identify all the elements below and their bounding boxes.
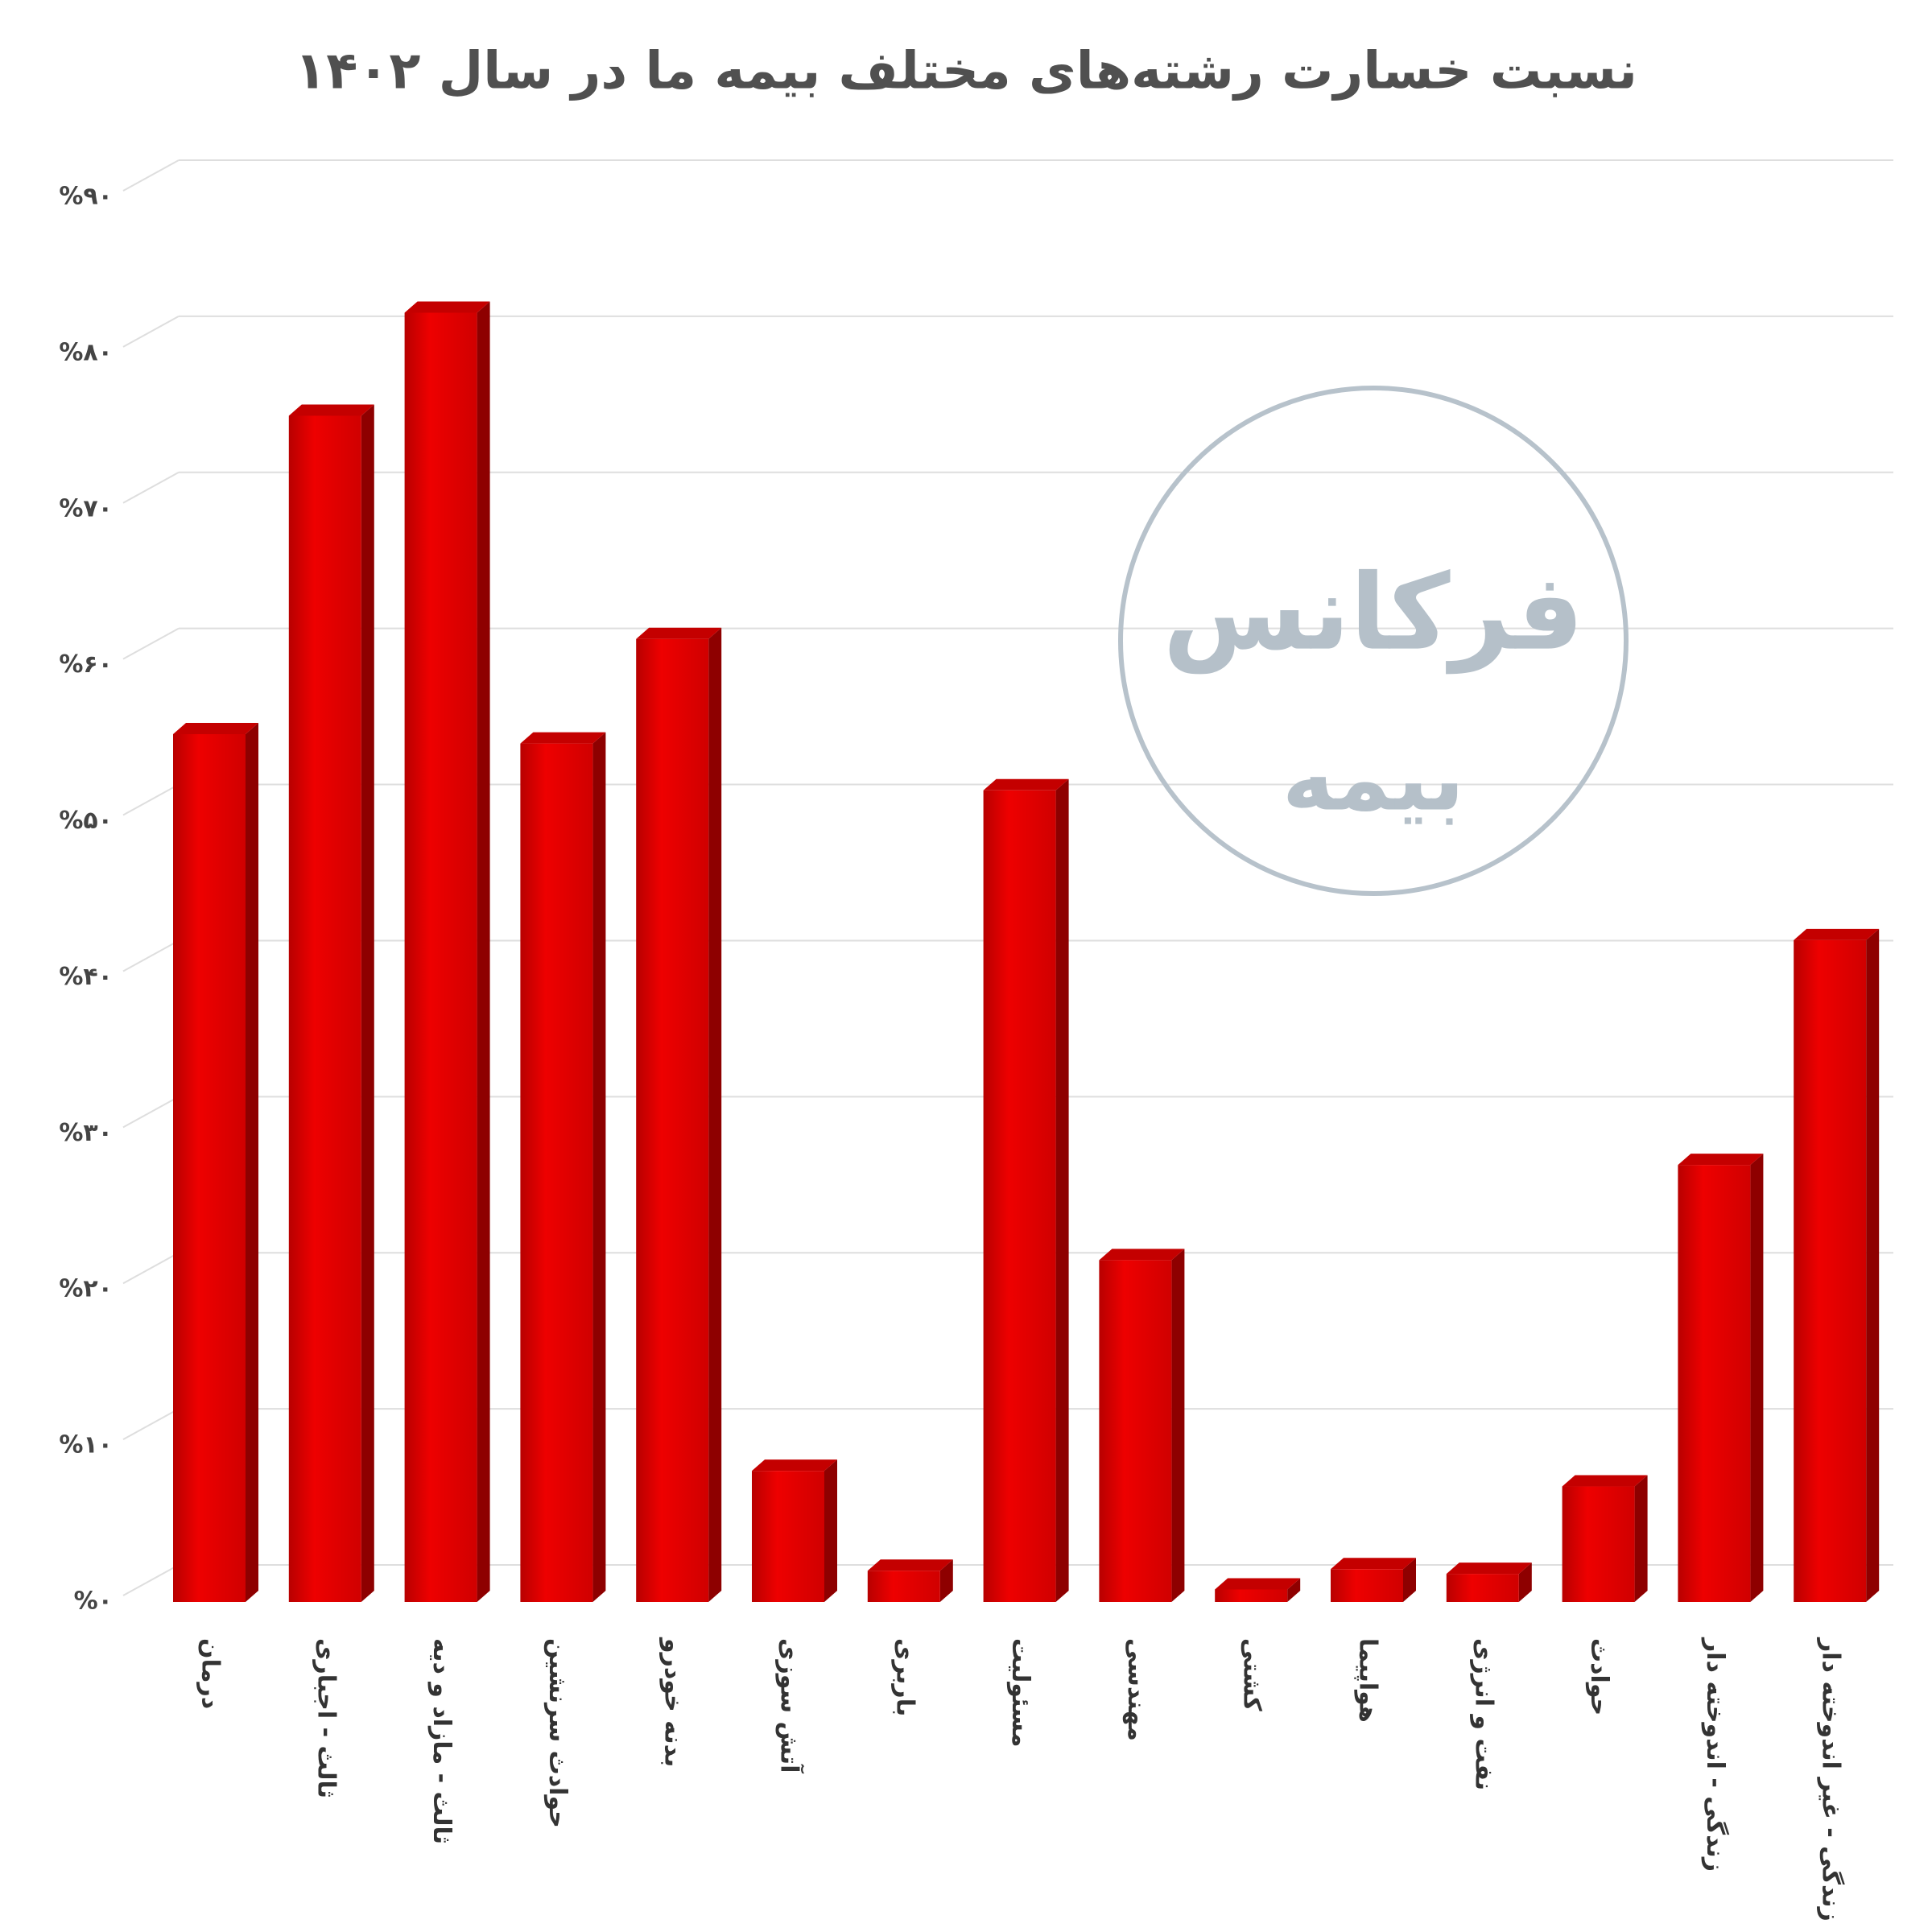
x-tick-label: زندگی - اندوخته دار bbox=[1701, 1637, 1730, 1872]
bar bbox=[752, 1471, 824, 1602]
bar-top bbox=[867, 1559, 953, 1571]
bar-top bbox=[636, 627, 722, 639]
bar-top bbox=[1099, 1249, 1185, 1261]
grid-line bbox=[122, 627, 180, 660]
x-tick-label: هواپیما bbox=[1354, 1638, 1382, 1723]
watermark-text: فرکانس bbox=[1163, 551, 1584, 675]
y-tick-label: %۲۰ bbox=[59, 1275, 113, 1303]
x-tick-label: بدنه خودرو bbox=[659, 1637, 687, 1767]
x-tick-label: درمان bbox=[196, 1638, 225, 1709]
grid-line bbox=[122, 1252, 180, 1285]
y-tick-label: %۰ bbox=[74, 1587, 113, 1616]
bar-top bbox=[1562, 1475, 1648, 1487]
y-tick-label: %۷۰ bbox=[59, 494, 113, 522]
x-tick-label: نفت و انرژی bbox=[1469, 1638, 1497, 1790]
bar-top bbox=[983, 778, 1069, 791]
bar-side bbox=[1055, 778, 1069, 1602]
grid-line bbox=[122, 1096, 180, 1129]
bar bbox=[636, 638, 709, 1602]
grid-line bbox=[122, 1408, 180, 1440]
x-tick-label: مهندسی bbox=[1122, 1638, 1150, 1741]
bar-top bbox=[1678, 1154, 1764, 1166]
watermark-circle bbox=[1118, 386, 1629, 896]
x-tick-label: مسئولیت bbox=[1006, 1638, 1034, 1747]
grid-line bbox=[122, 159, 180, 192]
y-tick-label: %۸۰ bbox=[59, 338, 113, 366]
y-tick-label: %۱۰ bbox=[59, 1431, 113, 1459]
y-tick-label: %۴۰ bbox=[59, 963, 113, 991]
x-tick-label: حوادث bbox=[1585, 1638, 1613, 1715]
x-tick-label: باربری bbox=[890, 1638, 919, 1716]
bar-side bbox=[1287, 1578, 1301, 1602]
grid-line bbox=[122, 939, 180, 972]
bar-top bbox=[752, 1459, 837, 1472]
grid-line bbox=[122, 316, 180, 348]
bar-side bbox=[592, 732, 606, 1602]
x-tick-label: ثالث - مازاد و دیه bbox=[427, 1638, 456, 1844]
bar bbox=[867, 1571, 940, 1602]
bar-side bbox=[824, 1459, 837, 1602]
bar-side bbox=[361, 404, 374, 1602]
bar bbox=[1562, 1486, 1635, 1602]
grid-line bbox=[122, 1564, 180, 1596]
bar-side bbox=[939, 1559, 953, 1602]
x-tick-label: حوادث سرنشین bbox=[543, 1638, 572, 1828]
bar-top bbox=[288, 404, 374, 416]
bar-top bbox=[520, 732, 606, 744]
bar bbox=[1331, 1569, 1403, 1602]
y-tick-label: %۶۰ bbox=[59, 650, 113, 679]
bar bbox=[288, 415, 361, 1602]
bar bbox=[1215, 1589, 1288, 1602]
bar-side bbox=[246, 722, 258, 1602]
watermark-text: بیمه bbox=[1282, 727, 1465, 830]
bar bbox=[520, 743, 593, 1602]
bar bbox=[1678, 1165, 1751, 1602]
bar-top bbox=[1794, 928, 1880, 940]
y-tick-label: %۳۰ bbox=[59, 1119, 113, 1147]
bar bbox=[1099, 1260, 1172, 1602]
x-tick-label: آتش سوزی bbox=[775, 1638, 805, 1773]
bar-side bbox=[708, 627, 722, 1602]
grid-line bbox=[122, 783, 180, 816]
x-tick-label: ثالث - اجباری bbox=[312, 1638, 340, 1798]
bar-side bbox=[1518, 1563, 1532, 1602]
watermark: فرکانس بیمه bbox=[1118, 386, 1629, 896]
bar-top bbox=[1446, 1563, 1532, 1575]
bar-top bbox=[1331, 1558, 1416, 1570]
bar-side bbox=[477, 301, 490, 1602]
y-tick-label: %۵۰ bbox=[59, 807, 113, 835]
chart-title: نسبت خسارت رشته‌های مختلف بیمه ما در سال… bbox=[295, 42, 1637, 101]
bar bbox=[404, 312, 477, 1602]
bar-side bbox=[1403, 1558, 1416, 1602]
bar-side bbox=[1171, 1249, 1185, 1602]
bar-top bbox=[173, 722, 258, 734]
bar bbox=[983, 790, 1056, 1602]
x-tick-label: زندگی - غیر اندوخته دار bbox=[1817, 1637, 1846, 1922]
bar-side bbox=[1750, 1154, 1764, 1602]
bar bbox=[173, 733, 246, 1602]
bar-side bbox=[1634, 1475, 1648, 1602]
bar-top bbox=[404, 301, 490, 313]
bar-side bbox=[1866, 928, 1880, 1602]
x-tick-label: کشتی bbox=[1238, 1638, 1266, 1711]
grid-line bbox=[122, 471, 180, 504]
y-tick-label: %۹۰ bbox=[59, 183, 113, 211]
bar-top bbox=[1215, 1578, 1301, 1590]
bar bbox=[1446, 1574, 1519, 1602]
bar bbox=[1794, 939, 1867, 1602]
